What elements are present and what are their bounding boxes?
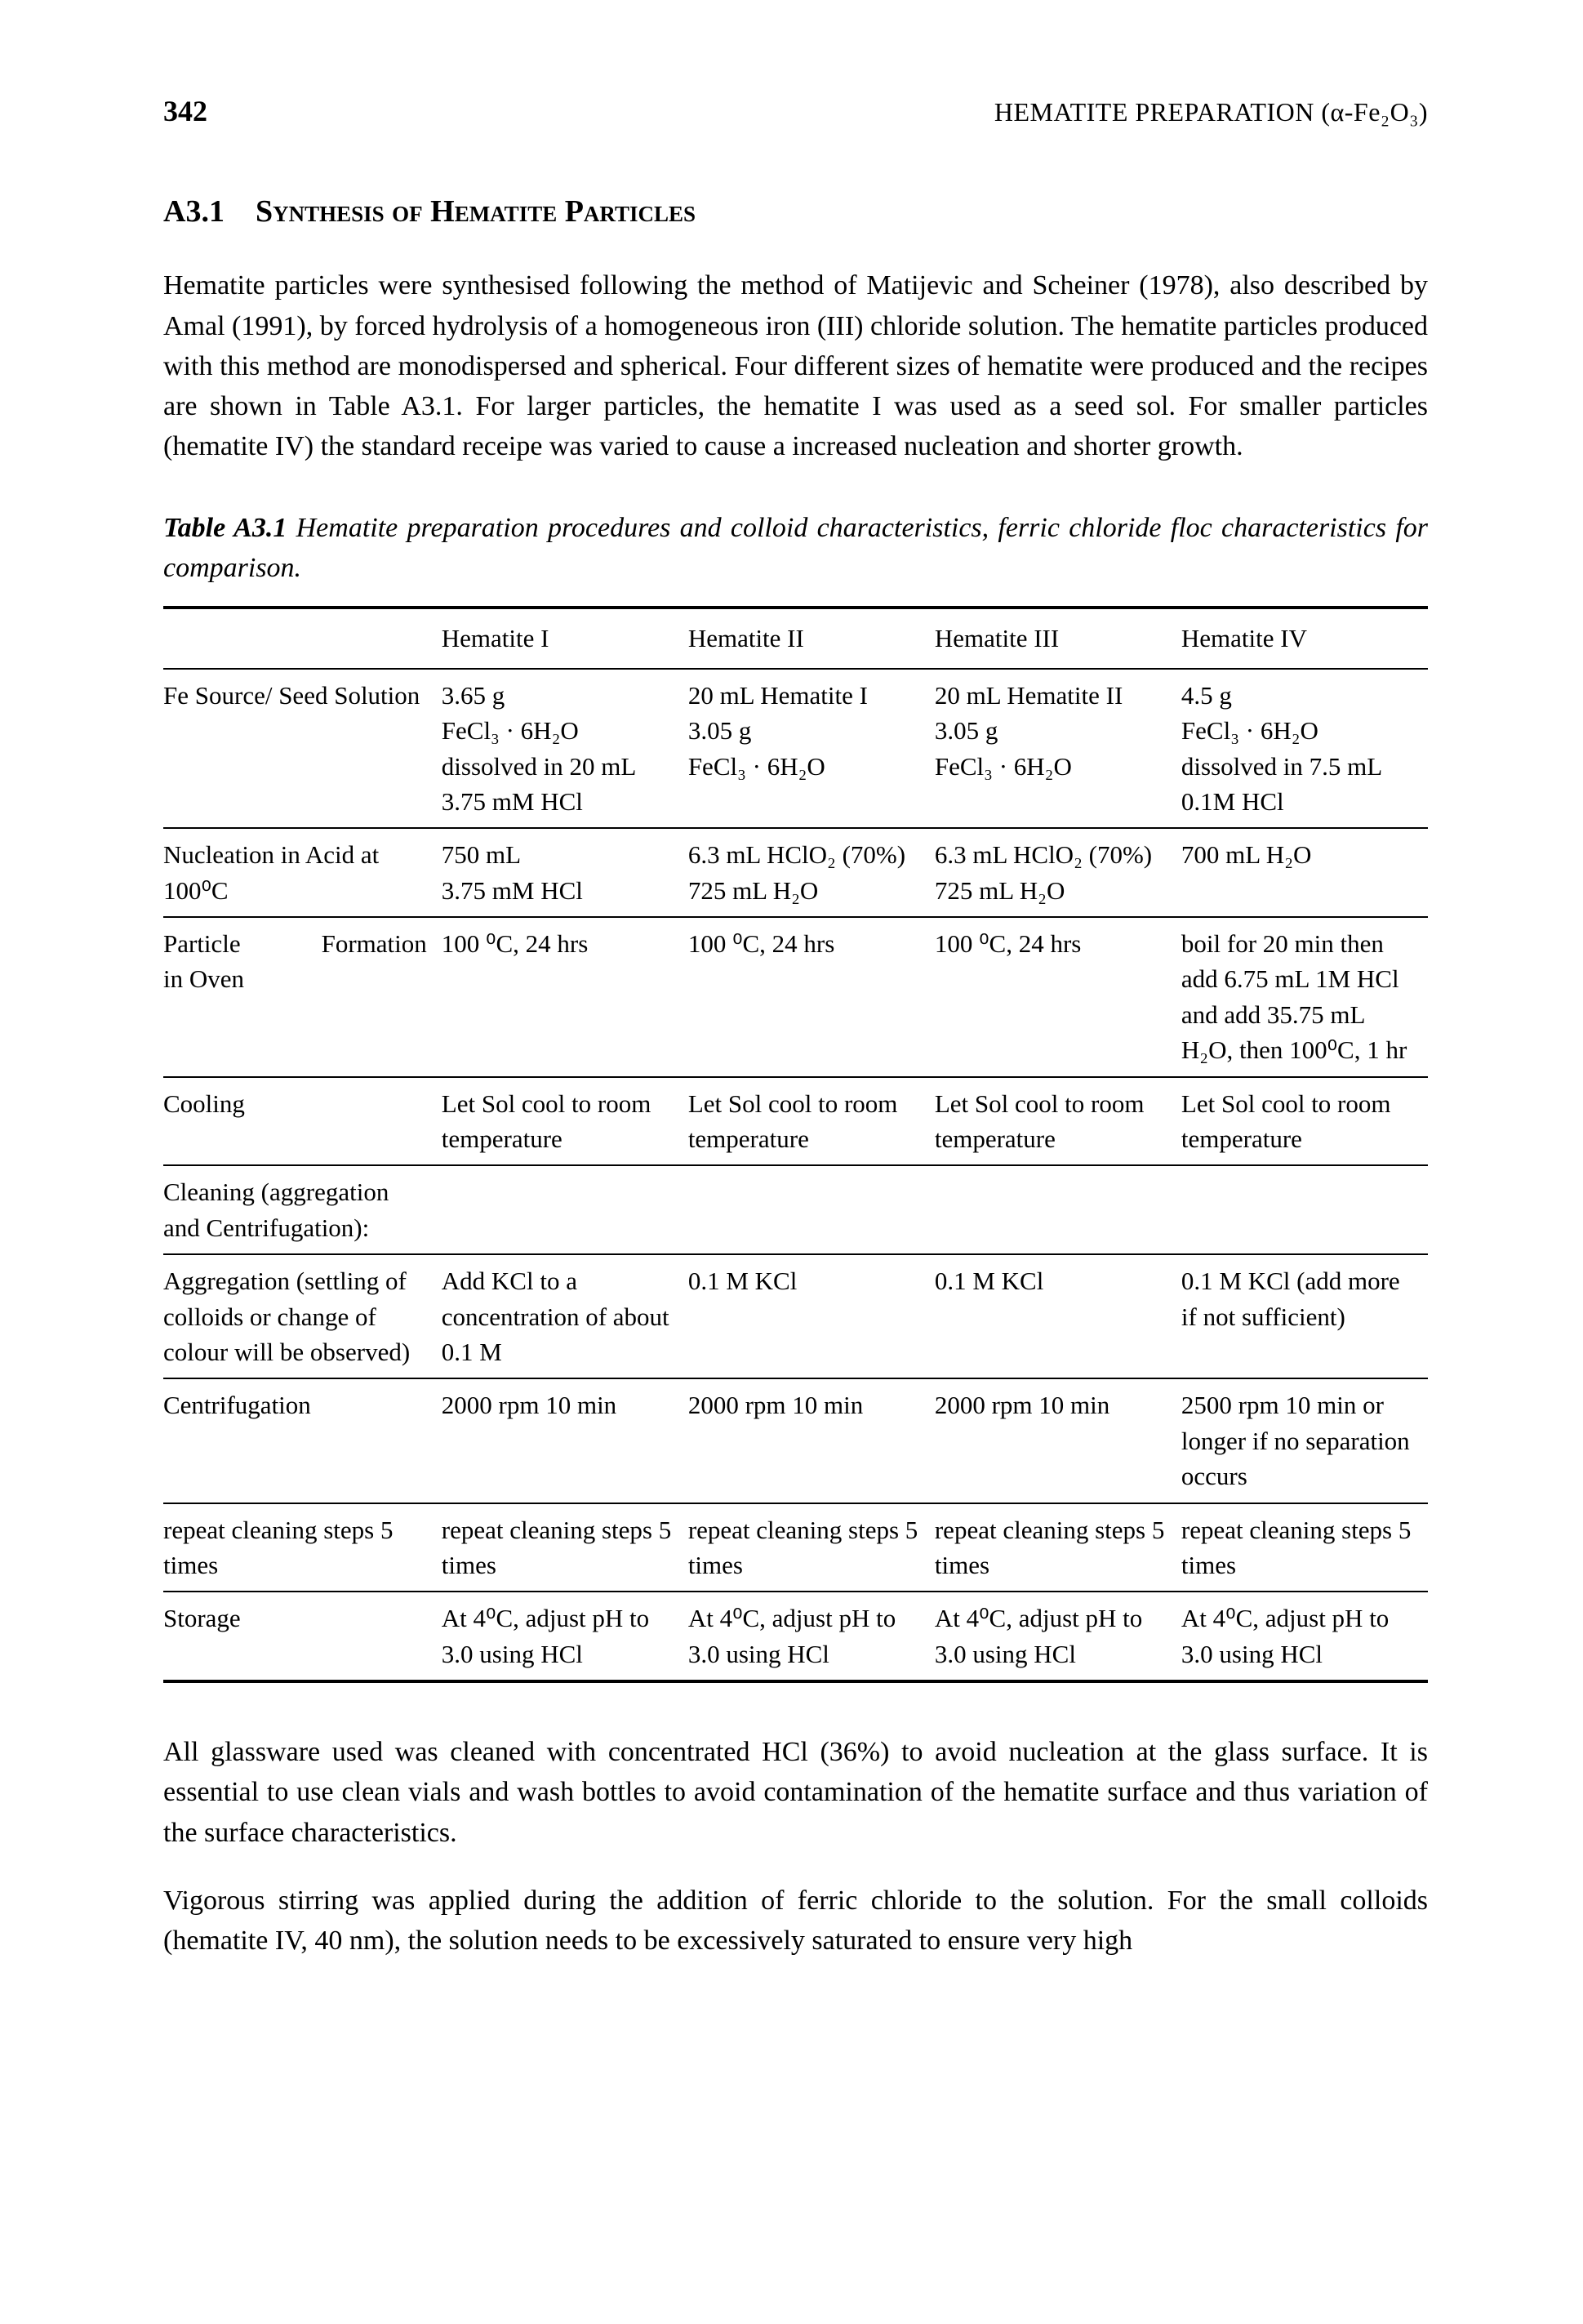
table-cell: 2000 rpm 10 min [442,1378,688,1503]
table-header-row: Hematite I Hematite II Hematite III Hema… [163,608,1428,668]
table-cell: Let Sol cool to room temperature [935,1077,1181,1166]
table-cell: 100 ⁰C, 24 hrs [688,917,935,1077]
row-head: Cooling [163,1077,442,1166]
table-cell: Let Sol cool to room temperature [688,1077,935,1166]
table-cell: 750 mL3.75 mM HCl [442,828,688,917]
col-h1: Hematite I [442,608,688,668]
table-row: Nucleation in Acid at 100⁰C750 mL3.75 mM… [163,828,1428,917]
table-cell: repeat cleaning steps 5 times [935,1503,1181,1592]
row-head: Cleaning (aggregation and Centrifugation… [163,1165,442,1254]
table-cell: Add KCl to a concentration of about 0.1 … [442,1254,688,1378]
table-cell: 0.1 M KCl (add more if not sufficient) [1181,1254,1428,1378]
section-title: Synthesis of Hematite Particles [256,194,696,229]
table-row: Cleaning (aggregation and Centrifugation… [163,1165,1428,1254]
table-cell: 6.3 mL HClO₂ (70%)725 mL H₂O [688,828,935,917]
table-cell: 100 ⁰C, 24 hrs [935,917,1181,1077]
col-h2: Hematite II [688,608,935,668]
table-cell [688,1165,935,1254]
table-cell [1181,1165,1428,1254]
table-cell: repeat cleaning steps 5 times [1181,1503,1428,1592]
table-caption: Table A3.1 Hematite preparation procedur… [163,508,1428,589]
table-cell: boil for 20 min then add 6.75 mL 1M HCl … [1181,917,1428,1077]
row-head: ParticleFormationin Oven [163,917,442,1077]
table-cell: 0.1 M KCl [935,1254,1181,1378]
table-cell: 6.3 mL HClO₂ (70%)725 mL H₂O [935,828,1181,917]
running-head-title: HEMATITE PREPARATION (α-Fe₂O₃) [994,93,1428,131]
row-head: Storage [163,1592,442,1681]
col-h3: Hematite III [935,608,1181,668]
row-head: Nucleation in Acid at 100⁰C [163,828,442,917]
table-cell: 0.1 M KCl [688,1254,935,1378]
table-row: Centrifugation2000 rpm 10 min2000 rpm 10… [163,1378,1428,1503]
page-number: 342 [163,90,207,132]
table-cell: repeat cleaning steps 5 times [688,1503,935,1592]
table-row: ParticleFormationin Oven100 ⁰C, 24 hrs10… [163,917,1428,1077]
table-cell: repeat cleaning steps 5 times [442,1503,688,1592]
table-cell: 700 mL H₂O [1181,828,1428,917]
table-row: CoolingLet Sol cool to room temperatureL… [163,1077,1428,1166]
table-cell: At 4⁰C, adjust pH to 3.0 using HCl [442,1592,688,1681]
col-blank [163,608,442,668]
table-cell: Let Sol cool to room temperature [442,1077,688,1166]
table-cell: 2000 rpm 10 min [935,1378,1181,1503]
table-cell: At 4⁰C, adjust pH to 3.0 using HCl [688,1592,935,1681]
table-cell [442,1165,688,1254]
table-cell: 20 mL Hematite II3.05 gFeCl₃ · 6H₂O [935,669,1181,829]
table-row: StorageAt 4⁰C, adjust pH to 3.0 using HC… [163,1592,1428,1681]
table-caption-label: Table A3.1 [163,513,287,543]
table-cell: At 4⁰C, adjust pH to 3.0 using HCl [935,1592,1181,1681]
col-h4: Hematite IV [1181,608,1428,668]
table-caption-text: Hematite preparation procedures and coll… [163,513,1428,583]
section-number: A3.1 [163,194,225,229]
paragraph-2: All glassware used was cleaned with conc… [163,1732,1428,1853]
table-cell: Let Sol cool to room temperature [1181,1077,1428,1166]
table-cell: 2500 rpm 10 min or longer if no separati… [1181,1378,1428,1503]
table-cell: 4.5 gFeCl₃ · 6H₂Odissolved in 7.5 mL0.1M… [1181,669,1428,829]
table-row: Fe Source/ Seed Solution3.65 gFeCl₃ · 6H… [163,669,1428,829]
row-head: repeat cleaning steps 5 times [163,1503,442,1592]
paragraph-1: Hematite particles were synthesised foll… [163,265,1428,466]
row-head: Centrifugation [163,1378,442,1503]
paragraph-3: Vigorous stirring was applied during the… [163,1881,1428,1961]
table-row: repeat cleaning steps 5 timesrepeat clea… [163,1503,1428,1592]
table-cell: 20 mL Hematite I3.05 gFeCl₃ · 6H₂O [688,669,935,829]
table-cell: 2000 rpm 10 min [688,1378,935,1503]
row-head: Fe Source/ Seed Solution [163,669,442,829]
table-row: Aggregation (settling of colloids or cha… [163,1254,1428,1378]
table-cell: At 4⁰C, adjust pH to 3.0 using HCl [1181,1592,1428,1681]
table-cell: 100 ⁰C, 24 hrs [442,917,688,1077]
section-heading: A3.1 Synthesis of Hematite Particles [163,189,1428,234]
running-header: 342 HEMATITE PREPARATION (α-Fe₂O₃) [163,90,1428,132]
table-cell: 3.65 gFeCl₃ · 6H₂Odissolved in 20 mL3.75… [442,669,688,829]
table-cell [935,1165,1181,1254]
row-head: Aggregation (settling of colloids or cha… [163,1254,442,1378]
hematite-table: Hematite I Hematite II Hematite III Hema… [163,606,1428,1683]
